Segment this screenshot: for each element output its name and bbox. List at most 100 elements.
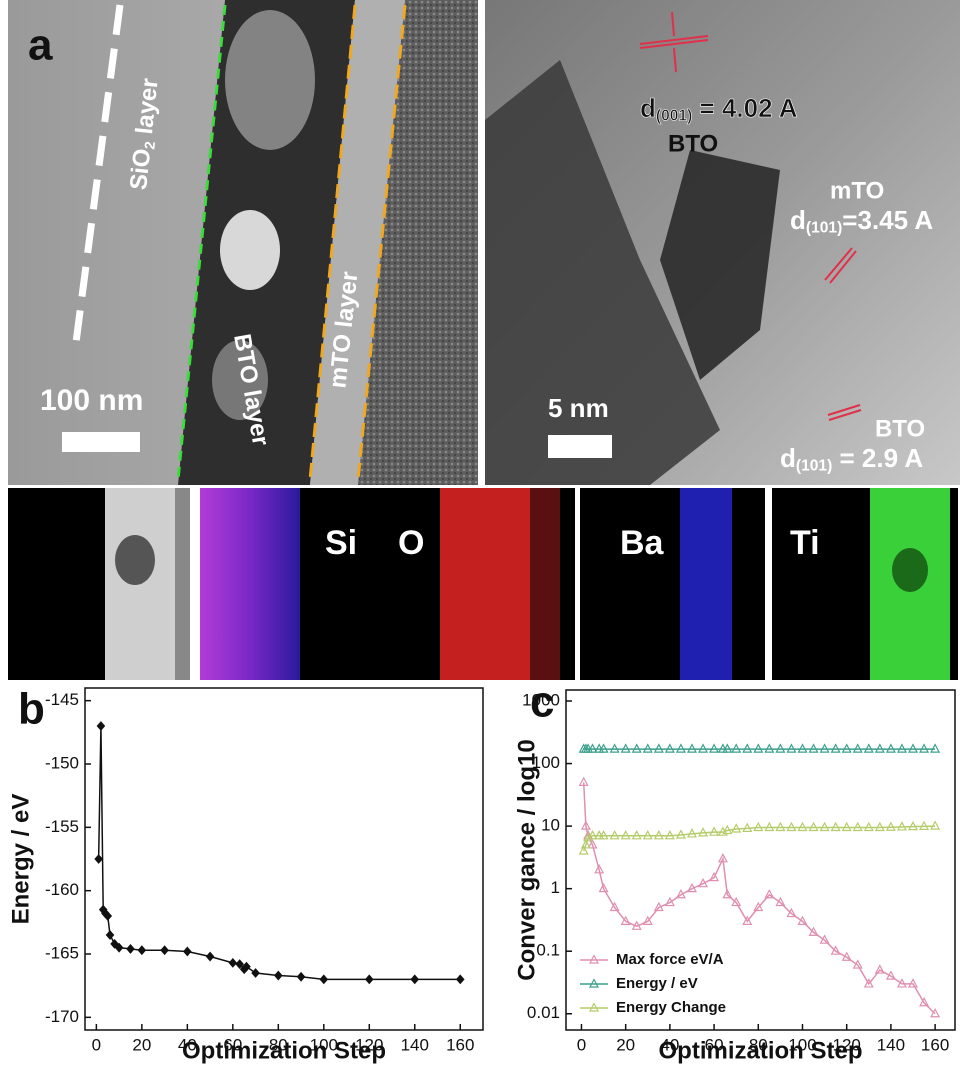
x-tick-label: 80	[269, 1035, 288, 1054]
data-point	[775, 821, 786, 832]
data-point	[764, 743, 775, 753]
data-point	[698, 877, 709, 888]
lattice-label-main: d	[640, 93, 656, 123]
lattice-label-rest: = 2.9 A	[832, 443, 923, 473]
data-point	[908, 743, 919, 753]
data-point	[274, 970, 283, 981]
data-point	[753, 821, 764, 832]
data-point	[675, 743, 686, 753]
data-point	[364, 974, 374, 985]
data-point	[653, 830, 664, 840]
data-point	[587, 830, 598, 840]
tem-image-left	[8, 0, 478, 485]
data-point	[96, 721, 106, 731]
data-point	[698, 743, 709, 753]
plot-frame	[565, 689, 956, 1031]
data-point	[620, 830, 631, 840]
data-point	[137, 945, 147, 956]
legend-label: Max force eV/A	[616, 951, 724, 968]
data-point	[686, 828, 697, 838]
layer-label: SiO2 layer	[125, 77, 165, 191]
data-point	[609, 830, 620, 840]
panel-letter: b	[18, 685, 45, 734]
y-axis-title: Energy / eV	[7, 794, 34, 925]
scale-label: 100 nm	[40, 384, 143, 417]
data-point	[731, 823, 742, 833]
x-tick-label: 100	[788, 1035, 816, 1054]
eds-maps	[8, 488, 958, 680]
data-point	[819, 743, 830, 753]
data-point	[589, 978, 599, 988]
data-point	[94, 854, 103, 864]
data-point	[589, 954, 599, 964]
y-tick-label: 10	[541, 816, 560, 835]
data-point	[686, 882, 697, 893]
layer-label-main: SiO	[125, 147, 156, 191]
data-point	[919, 996, 930, 1007]
legend-label: Energy Change	[616, 999, 726, 1016]
data-point	[578, 845, 589, 855]
data-point	[863, 743, 874, 753]
lattice-label-main: d	[790, 205, 806, 235]
data-point	[598, 743, 609, 753]
data-point	[742, 822, 753, 832]
x-tick-label: 40	[660, 1035, 679, 1054]
lattice-label-rest: = 4.02 A	[692, 93, 797, 123]
data-point	[930, 743, 941, 753]
data-point	[863, 978, 874, 988]
data-point	[797, 743, 808, 753]
data-point	[808, 821, 819, 832]
data-point	[675, 888, 686, 899]
data-point	[664, 743, 675, 753]
data-point	[709, 871, 720, 882]
data-point	[653, 743, 664, 753]
x-tick-label: 160	[446, 1035, 474, 1054]
data-point	[874, 964, 885, 974]
data-point	[631, 920, 642, 930]
data-point	[205, 951, 215, 962]
data-point	[455, 974, 465, 985]
lattice-label-main: d	[780, 443, 796, 473]
data-point	[874, 743, 885, 753]
data-point	[930, 820, 941, 830]
layer-label-sub: 2	[142, 141, 159, 151]
data-point	[110, 938, 119, 949]
x-tick-label: 0	[92, 1035, 101, 1054]
data-point	[675, 829, 686, 839]
data-point	[620, 743, 631, 753]
element-label: Ba	[620, 524, 665, 562]
data-point	[786, 907, 797, 918]
data-point	[819, 934, 830, 944]
data-point	[103, 911, 113, 921]
x-tick-label: 140	[877, 1035, 905, 1054]
data-point	[722, 824, 733, 835]
element-label: Si	[325, 524, 357, 562]
phase-label: BTO	[875, 415, 925, 442]
data-point	[764, 888, 775, 899]
x-tick-label: 60	[223, 1035, 242, 1054]
x-tick-label: 160	[921, 1035, 949, 1054]
data-point	[242, 961, 251, 972]
data-point	[183, 946, 192, 957]
data-point	[885, 743, 896, 753]
layer-label-rest: layer	[131, 77, 164, 142]
y-tick-label: -155	[45, 817, 79, 836]
element-label: Ti	[790, 524, 820, 562]
data-point	[598, 830, 609, 840]
data-point	[852, 959, 863, 969]
data-point	[819, 821, 830, 832]
x-tick-label: 0	[577, 1035, 586, 1054]
data-point	[686, 743, 697, 753]
data-point	[896, 743, 907, 753]
data-point	[580, 839, 591, 849]
data-point	[786, 821, 797, 832]
data-point	[885, 970, 896, 980]
data-point	[642, 830, 653, 840]
data-point	[228, 957, 238, 968]
data-point	[580, 820, 591, 830]
y-tick-label: 1000	[522, 690, 560, 709]
lattice-label-sub: (001)	[656, 108, 692, 125]
data-point	[841, 821, 852, 832]
